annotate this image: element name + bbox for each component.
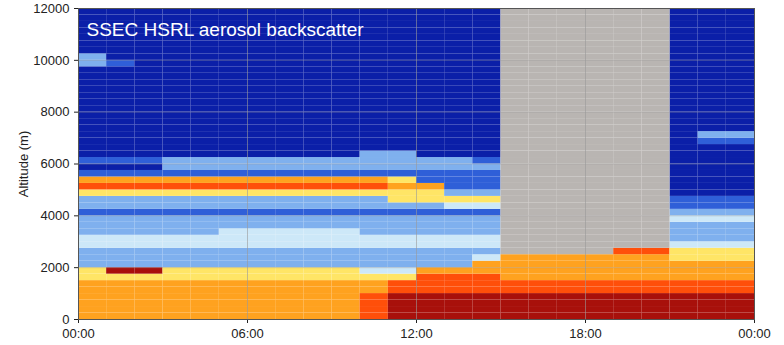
svg-text:10000: 10000 bbox=[33, 52, 69, 67]
svg-text:0: 0 bbox=[62, 312, 69, 327]
svg-text:00:00: 00:00 bbox=[738, 326, 771, 341]
svg-text:2000: 2000 bbox=[41, 260, 70, 275]
svg-text:4000: 4000 bbox=[41, 208, 70, 223]
svg-text:06:00: 06:00 bbox=[231, 326, 264, 341]
svg-text:6000: 6000 bbox=[41, 156, 70, 171]
svg-text:8000: 8000 bbox=[41, 104, 70, 119]
svg-text:SSEC HSRL aerosol backscatter: SSEC HSRL aerosol backscatter bbox=[87, 19, 365, 40]
svg-text:Altitude (m): Altitude (m) bbox=[16, 131, 31, 197]
svg-text:00:00: 00:00 bbox=[62, 326, 95, 341]
svg-text:12:00: 12:00 bbox=[400, 326, 433, 341]
svg-text:12000: 12000 bbox=[33, 1, 69, 16]
svg-text:18:00: 18:00 bbox=[569, 326, 602, 341]
